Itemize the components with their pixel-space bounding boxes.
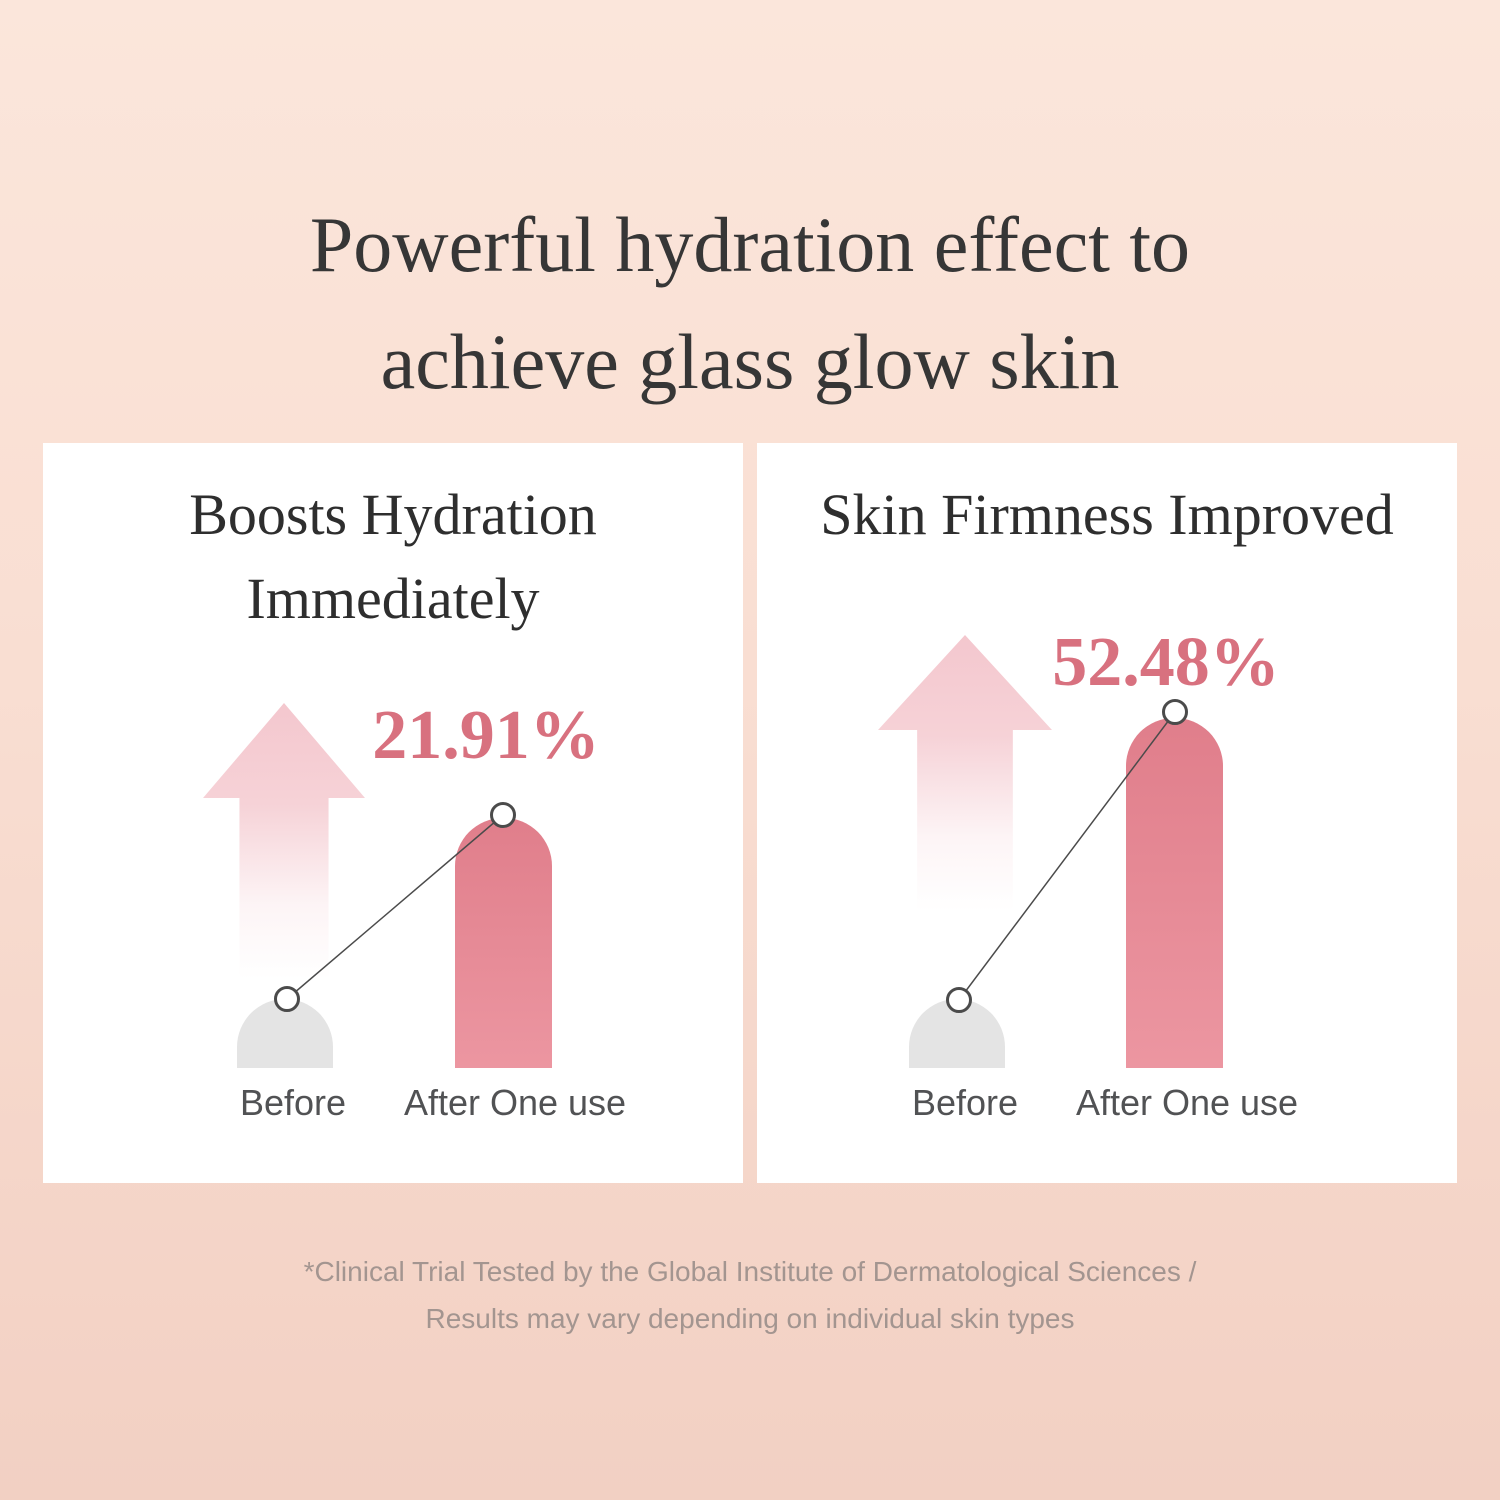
firmness-card-heading: Skin Firmness Improved	[757, 473, 1457, 557]
firmness-card: Skin Firmness Improved 52.48% Before Aft…	[757, 443, 1457, 1183]
after-data-point-marker	[490, 802, 516, 828]
footnote-line1: *Clinical Trial Tested by the Global Ins…	[303, 1256, 1197, 1287]
hydration-percent-value: 21.91%	[372, 697, 600, 774]
before-data-point-marker	[274, 986, 300, 1012]
up-arrow-icon	[203, 703, 365, 991]
before-label: Before	[239, 1082, 347, 1123]
after-bar	[1126, 718, 1223, 1068]
hydration-card-heading: Boosts Hydration Immediately	[43, 473, 743, 641]
firmness-percent-value: 52.48%	[1052, 624, 1280, 701]
firmness-heading-line1: Skin Firmness Improved	[820, 482, 1394, 547]
after-bar	[455, 818, 552, 1068]
page-title-line2: achieve glass glow skin	[380, 318, 1120, 405]
up-arrow-icon	[878, 635, 1052, 923]
hydration-heading-line1: Boosts Hydration	[189, 482, 597, 547]
page-title-line1: Powerful hydration effect to	[309, 201, 1191, 288]
after-label: After One use	[1075, 1082, 1299, 1123]
footnote: *Clinical Trial Tested by the Global Ins…	[0, 1248, 1500, 1342]
hydration-card: Boosts Hydration Immediately 21.91% Befo…	[43, 443, 743, 1183]
footnote-line2: Results may vary depending on individual…	[425, 1303, 1075, 1334]
page-title: Powerful hydration effect to achieve gla…	[0, 186, 1500, 420]
after-data-point-marker	[1162, 699, 1188, 725]
before-data-point-marker	[946, 987, 972, 1013]
before-label: Before	[911, 1082, 1019, 1123]
hydration-heading-line2: Immediately	[246, 566, 540, 631]
after-label: After One use	[403, 1082, 627, 1123]
